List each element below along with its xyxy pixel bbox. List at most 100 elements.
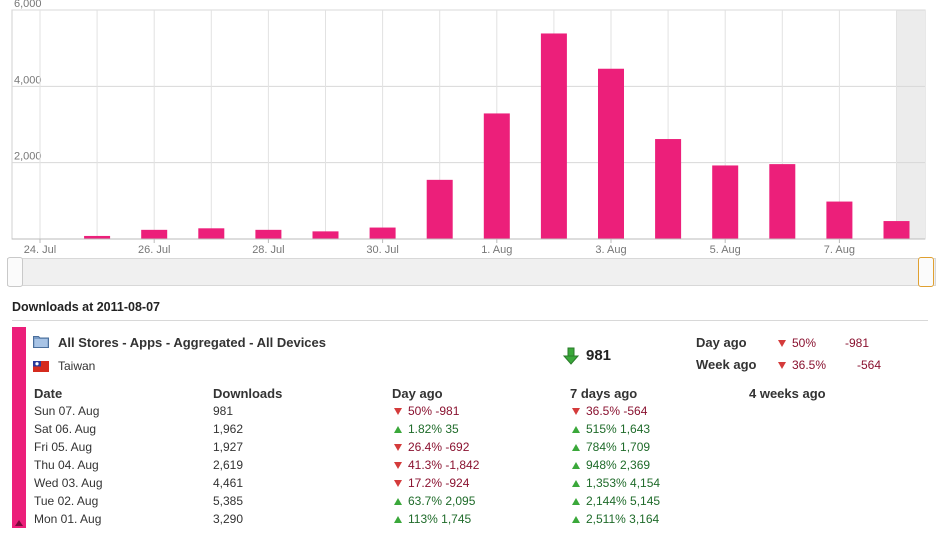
bar-25-jul bbox=[84, 235, 111, 239]
week-ago-label: Week ago bbox=[696, 357, 757, 372]
day-ago-pct: 17.2% bbox=[408, 476, 443, 490]
day-ago-label: Day ago bbox=[696, 335, 747, 350]
row-7-days-ago-change: 515% 1,643 bbox=[572, 422, 650, 436]
day-ago-pct: 26.4% bbox=[408, 440, 443, 454]
row-7-days-ago-change: 2,511% 3,164 bbox=[572, 512, 659, 526]
week-ago-pct: 515% bbox=[586, 422, 617, 436]
bar-26-jul bbox=[141, 229, 168, 239]
date-value: Wed 03. Aug bbox=[34, 476, 103, 490]
bar-8-aug bbox=[883, 221, 910, 239]
bar-1-aug bbox=[483, 113, 510, 239]
day-ago-diff: -924 bbox=[445, 476, 470, 490]
week-ago-diff: 1,643 bbox=[620, 422, 651, 436]
navigator-left-handle[interactable] bbox=[7, 257, 23, 287]
row-7-days-ago-change: 1,353% 4,154 bbox=[572, 476, 660, 490]
row-7-days-ago-change: 948% 2,369 bbox=[572, 458, 650, 472]
day-ago-pct: 50% bbox=[408, 404, 433, 418]
date-value: Sat 06. Aug bbox=[34, 422, 97, 436]
y-tick-label: 6,000 bbox=[14, 0, 42, 10]
x-tick-label: 5. Aug bbox=[710, 244, 741, 256]
bar-7-aug bbox=[826, 201, 853, 239]
day-ago-diff: 2,095 bbox=[445, 494, 476, 508]
y-tick-label: 4,000 bbox=[14, 74, 42, 86]
downloads-value: 4,461 bbox=[213, 476, 244, 490]
week-ago-diff: 5,145 bbox=[630, 494, 661, 508]
up-arrow-icon bbox=[572, 426, 580, 434]
row-7-days-ago-change: 2,144% 5,145 bbox=[572, 494, 660, 508]
down-arrow-icon bbox=[394, 462, 402, 470]
downloads-value: 981 bbox=[213, 404, 234, 418]
week-ago-diff: 2,369 bbox=[620, 458, 651, 472]
up-arrow-icon bbox=[572, 498, 580, 506]
collapse-toggle-icon[interactable] bbox=[15, 520, 23, 526]
downloads-value: 5,385 bbox=[213, 494, 244, 508]
col-header-downloads: Downloads bbox=[213, 386, 283, 401]
up-arrow-icon bbox=[394, 498, 402, 506]
up-arrow-icon bbox=[572, 516, 580, 524]
bar-2-aug bbox=[540, 33, 567, 239]
bar-5-aug bbox=[712, 165, 739, 239]
navigator-right-handle[interactable] bbox=[918, 257, 934, 287]
row-downloads: 3,290 bbox=[213, 512, 243, 526]
day-ago-pct: 41.3% bbox=[408, 458, 443, 472]
day-ago-diff: 1,745 bbox=[441, 512, 472, 526]
row-day-ago-change: 17.2% -924 bbox=[394, 476, 469, 490]
download-arrow-icon bbox=[563, 347, 579, 365]
x-tick-label: 24. Jul bbox=[24, 244, 56, 256]
day-ago-diff: -981 bbox=[435, 404, 460, 418]
y-tick-label: 2,000 bbox=[14, 151, 42, 163]
section-title: Downloads at 2011-08-07 bbox=[12, 300, 160, 314]
bar-30-jul bbox=[369, 227, 396, 239]
series-color-bar[interactable] bbox=[12, 327, 26, 528]
row-7-days-ago-change: 36.5% -564 bbox=[572, 404, 647, 418]
week-ago-diff: 1,709 bbox=[620, 440, 651, 454]
down-arrow-icon bbox=[778, 340, 786, 348]
up-arrow-icon bbox=[572, 462, 580, 470]
day-ago-diff: -1,842 bbox=[445, 458, 480, 472]
week-ago-diff: 3,164 bbox=[629, 512, 660, 526]
down-arrow-icon bbox=[778, 362, 786, 370]
day-ago-pct: 63.7% bbox=[408, 494, 443, 508]
x-tick-label: 30. Jul bbox=[366, 244, 398, 256]
x-tick-label: 7. Aug bbox=[824, 244, 855, 256]
row-downloads: 1,962 bbox=[213, 422, 243, 436]
store-title[interactable]: All Stores - Apps - Aggregated - All Dev… bbox=[58, 335, 326, 350]
row-day-ago-change: 26.4% -692 bbox=[394, 440, 469, 454]
x-tick-label: 1. Aug bbox=[481, 244, 512, 256]
week-ago-change: 36.5% bbox=[778, 358, 826, 372]
range-navigator[interactable] bbox=[7, 258, 936, 286]
x-tick-label: 28. Jul bbox=[252, 244, 284, 256]
week-ago-diff: 4,154 bbox=[630, 476, 661, 490]
downloads-value: 3,290 bbox=[213, 512, 244, 526]
week-ago-pct: 784% bbox=[586, 440, 617, 454]
downloads-value: 1,927 bbox=[213, 440, 244, 454]
row-date: Wed 03. Aug bbox=[34, 476, 103, 490]
selection-shade bbox=[897, 10, 925, 239]
down-arrow-icon bbox=[394, 480, 402, 488]
day-ago-pct: 113% bbox=[408, 512, 438, 526]
bar-3-aug bbox=[598, 68, 624, 240]
row-date: Fri 05. Aug bbox=[34, 440, 92, 454]
col-header-7-days-ago: 7 days ago bbox=[570, 386, 638, 401]
divider bbox=[12, 320, 928, 321]
bar-31-jul bbox=[426, 179, 453, 239]
week-ago-diff: -564 bbox=[857, 358, 882, 372]
col-header-date: Date bbox=[34, 386, 63, 401]
week-ago-diff: -564 bbox=[623, 404, 648, 418]
row-day-ago-change: 50% -981 bbox=[394, 404, 459, 418]
day-ago-diff: -981 bbox=[845, 336, 870, 350]
up-arrow-icon bbox=[394, 516, 402, 524]
row-downloads: 2,619 bbox=[213, 458, 243, 472]
week-ago-pct: 1,353% bbox=[586, 476, 627, 490]
row-day-ago-change: 41.3% -1,842 bbox=[394, 458, 479, 472]
week-ago-pct: 36.5% bbox=[792, 358, 827, 372]
date-value: Thu 04. Aug bbox=[34, 458, 99, 472]
date-value: Sun 07. Aug bbox=[34, 404, 100, 418]
up-arrow-icon bbox=[394, 426, 402, 434]
downloads-value: 1,962 bbox=[213, 422, 244, 436]
bar-27-jul bbox=[198, 228, 225, 239]
row-day-ago-change: 1.82% 35 bbox=[394, 422, 459, 436]
bar-6-aug bbox=[769, 164, 796, 239]
down-arrow-icon bbox=[394, 444, 402, 452]
date-value: Fri 05. Aug bbox=[34, 440, 93, 454]
